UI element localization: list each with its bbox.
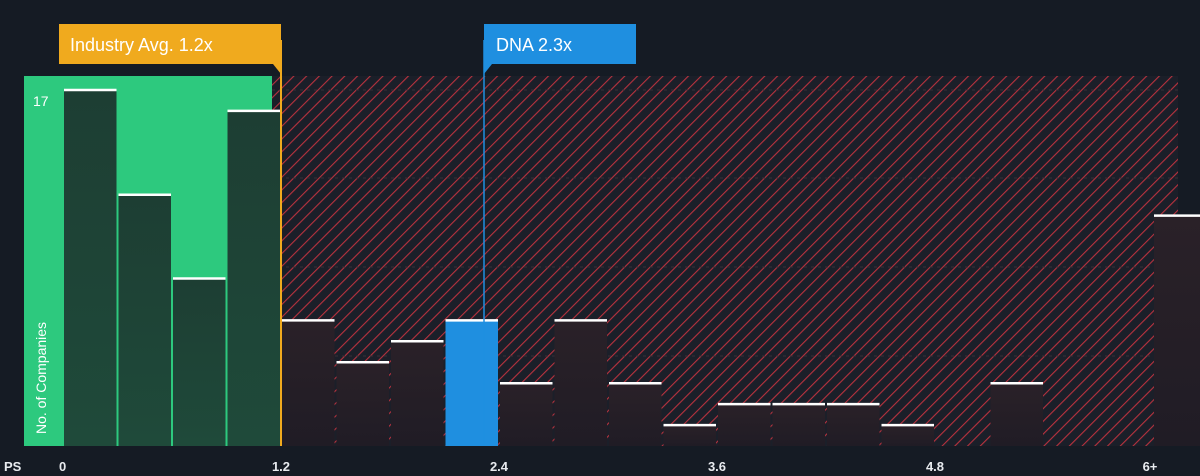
x-axis: PS 0 1.2 2.4 3.6 4.8 6+ bbox=[4, 459, 1158, 474]
histogram-bar bbox=[990, 383, 1043, 446]
histogram-bar bbox=[118, 194, 171, 446]
x-tick-label: 1.2 bbox=[272, 459, 290, 474]
histogram-bar bbox=[663, 425, 716, 446]
histogram-bar bbox=[64, 90, 117, 446]
histogram-bar bbox=[227, 110, 280, 447]
histogram-bar bbox=[827, 404, 880, 446]
industry-avg-callout: Industry Avg. 1.2x bbox=[59, 24, 281, 74]
histogram-bar bbox=[718, 404, 771, 446]
x-tick-label: 3.6 bbox=[708, 459, 726, 474]
company-callout: DNA 2.3x bbox=[484, 24, 636, 74]
industry-avg-pointer bbox=[273, 64, 281, 74]
industry-avg-label: Industry Avg. 1.2x bbox=[70, 35, 213, 55]
y-axis-max-label: 17 bbox=[33, 93, 49, 109]
histogram-bar bbox=[173, 278, 226, 446]
y-axis-label: No. of Companies bbox=[33, 322, 49, 434]
histogram-bar bbox=[1154, 215, 1200, 446]
x-tick-label: 2.4 bbox=[490, 459, 509, 474]
company-label: DNA 2.3x bbox=[496, 35, 572, 55]
industry-avg-box bbox=[59, 24, 281, 64]
histogram-bar bbox=[336, 362, 389, 446]
histogram-bar bbox=[881, 425, 934, 446]
bars bbox=[64, 88, 1200, 447]
histogram-bar bbox=[391, 341, 444, 446]
company-bar bbox=[445, 320, 498, 446]
company-pointer bbox=[484, 64, 492, 74]
histogram-bar bbox=[772, 404, 825, 446]
x-axis-label: PS bbox=[4, 459, 22, 474]
x-tick-label: 6+ bbox=[1143, 459, 1158, 474]
histogram-bar bbox=[609, 383, 662, 446]
x-tick-label: 4.8 bbox=[926, 459, 944, 474]
x-tick-label: 0 bbox=[59, 459, 66, 474]
histogram-bar bbox=[554, 320, 607, 446]
company-box bbox=[484, 24, 636, 64]
histogram-bar bbox=[282, 320, 335, 446]
histogram-bar bbox=[500, 383, 553, 446]
